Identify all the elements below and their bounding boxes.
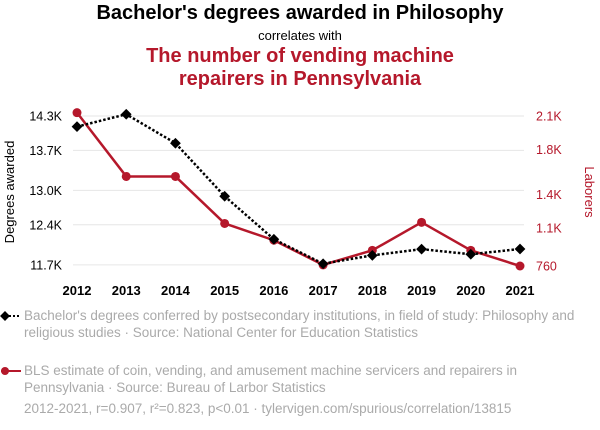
- series-laborers-point: [170, 171, 180, 181]
- x-tick-label: 2014: [161, 283, 191, 298]
- series-laborers-point: [515, 261, 525, 271]
- x-tick-label: 2020: [456, 283, 485, 298]
- right-axis-label: Laborers: [582, 166, 597, 218]
- left-tick-label: 12.4K: [29, 218, 62, 232]
- left-axis-label: Degrees awarded: [2, 141, 17, 244]
- series-laborers-point: [121, 171, 131, 181]
- legend-text-degrees: Bachelor's degrees conferred by postseco…: [24, 308, 575, 340]
- x-tick-label: 2012: [63, 283, 92, 298]
- footer-stats: 2012-2021, r=0.907, r²=0.823, p<0.01 · t…: [24, 401, 512, 416]
- right-tick-label: 1.8K: [536, 143, 562, 157]
- right-tick-label: 2.1K: [536, 110, 562, 124]
- series-degrees-point: [317, 258, 329, 270]
- chart-title: Bachelor's degrees awarded in Philosophy: [96, 2, 504, 24]
- series-degrees-point: [416, 243, 427, 255]
- chart-connector: correlates with: [258, 28, 342, 43]
- chart-title-secondary-line2: repairers in Pennsylvania: [178, 68, 422, 90]
- series-degrees-line: [76, 112, 521, 266]
- series-degrees-point: [71, 121, 83, 133]
- left-tick-label: 13.7K: [29, 144, 62, 158]
- legend-item-laborers: BLS estimate of coin, vending, and amuse…: [0, 360, 600, 410]
- left-tick-label: 14.3K: [29, 110, 62, 124]
- x-tick-label: 2021: [506, 283, 535, 298]
- x-axis: 2012 2013 2014 2015 2016 2017 2018 2019 2020 2021: [63, 283, 535, 298]
- right-tick-label: 760: [536, 260, 557, 274]
- series-layer: [71, 108, 526, 271]
- legend-marker-laborers: [1, 367, 21, 375]
- x-tick-label: 2016: [259, 283, 288, 298]
- series-degrees-point: [219, 190, 231, 202]
- series-laborers-point: [417, 217, 427, 227]
- x-tick-label: 2019: [407, 283, 436, 298]
- grid-lines: [73, 115, 524, 266]
- series-degrees-point: [514, 243, 526, 255]
- x-tick-label: 2015: [210, 283, 239, 298]
- series-degrees-point: [268, 233, 280, 245]
- chart-title-secondary-line1: The number of vending machine: [146, 45, 454, 67]
- legend-marker-degrees: [0, 311, 21, 321]
- legend-text-laborers: BLS estimate of coin, vending, and amuse…: [24, 363, 518, 395]
- left-axis: 11.7K 12.4K 13.0K 13.7K 14.3K: [29, 110, 62, 273]
- series-laborers-point: [72, 108, 82, 118]
- right-axis: 760 1.1K 1.4K 1.8K 2.1K: [536, 110, 562, 274]
- x-tick-label: 2018: [358, 283, 387, 298]
- x-tick-label: 2017: [309, 283, 338, 298]
- left-tick-label: 13.0K: [29, 184, 62, 198]
- series-laborers-point: [220, 218, 230, 228]
- right-tick-label: 1.4K: [536, 188, 562, 202]
- right-tick-label: 1.1K: [536, 221, 562, 235]
- series-degrees-point: [366, 249, 378, 261]
- series-degrees-point: [120, 108, 132, 120]
- chart-title-secondary: The number of vending machine repairers …: [0, 45, 600, 91]
- legend-item-degrees: Bachelor's degrees conferred by postseco…: [0, 305, 600, 355]
- series-degrees-point: [170, 137, 181, 149]
- x-tick-label: 2013: [112, 283, 141, 298]
- line-chart: 11.7K 12.4K 13.0K 13.7K 14.3K 760 1.1K 1.4K 1.8…: [2, 108, 597, 298]
- series-laborers-line: [76, 111, 521, 268]
- left-tick-label: 11.7K: [30, 258, 62, 272]
